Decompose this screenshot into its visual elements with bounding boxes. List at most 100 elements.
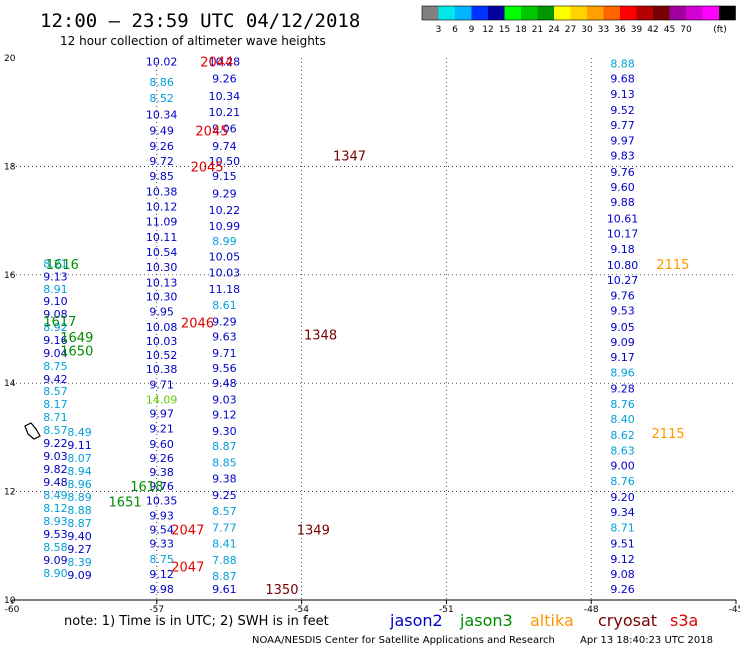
wave-height-value: 8.39 — [67, 556, 92, 569]
wave-height-value: 8.88 — [610, 57, 635, 70]
colorbar-label: 12 — [482, 25, 493, 35]
colorbar-swatch — [570, 6, 587, 20]
pass-number-label: 1350 — [265, 583, 298, 598]
wave-height-value: 9.06 — [212, 122, 237, 135]
wave-height-value: 9.85 — [149, 170, 174, 183]
wave-height-value: 10.12 — [146, 201, 178, 214]
legend-item-cryosat: cryosat — [598, 611, 657, 630]
wave-height-value: 9.16 — [43, 334, 68, 347]
wave-height-value: 9.48 — [212, 377, 237, 390]
wave-height-value: 9.11 — [67, 439, 92, 452]
wave-height-value: 14.09 — [146, 393, 178, 406]
pass-number-label: 2044 — [200, 55, 233, 70]
wave-height-value: 9.03 — [43, 450, 68, 463]
wave-height-value: 8.57 — [43, 424, 68, 437]
legend-item-altika: altika — [530, 611, 574, 630]
wave-height-value: 8.85 — [212, 456, 237, 469]
track-jason2: 10.28 9.26 10.34 10.21 9.06 9.74 10.50 9.15 9.29… — [209, 55, 241, 596]
wave-height-value: 9.72 — [149, 155, 174, 168]
wave-height-value: 8.99 — [212, 235, 237, 248]
colorbar-label: 42 — [647, 25, 658, 35]
wave-height-value: 9.49 — [149, 125, 174, 138]
wave-height-value: 9.21 — [149, 423, 174, 436]
pass-number-label: 1347 — [333, 150, 366, 165]
wave-height-value: 8.87 — [212, 570, 237, 583]
colorbar-label: 24 — [548, 25, 560, 35]
wave-height-value: 9.76 — [610, 166, 635, 179]
wave-height-value: 9.17 — [610, 351, 635, 364]
colorbar-swatch — [636, 6, 653, 20]
track-jason2: 8.88 9.68 9.13 9.52 9.77 9.97 9.83 9.76 9.60 9.88… — [607, 57, 639, 596]
wave-height-value: 9.54 — [149, 524, 174, 537]
wave-height-value: 9.82 — [43, 463, 68, 476]
wave-height-value: 9.00 — [610, 460, 635, 473]
wave-height-value: 9.12 — [610, 553, 635, 566]
wave-height-value: 9.38 — [212, 473, 237, 486]
wave-height-value: 8.96 — [610, 366, 635, 379]
wave-height-value: 10.34 — [146, 108, 178, 121]
pass-number-label: 2115 — [652, 427, 685, 442]
x-tick-label: -48 — [584, 605, 599, 615]
wave-height-value: 8.71 — [610, 521, 635, 534]
x-tick-label: -45 — [729, 605, 740, 615]
map-subtitle: 12 hour collection of altimeter wave hei… — [60, 34, 326, 48]
colorbar-swatch — [554, 6, 571, 20]
wave-height-value: 9.22 — [43, 437, 68, 450]
wave-height-value: 8.91 — [43, 283, 68, 296]
wave-height-value: 9.74 — [212, 140, 237, 153]
wave-height-value: 10.13 — [146, 276, 178, 289]
colorbar-swatch — [537, 6, 554, 20]
colorbar-label: (ft) — [713, 25, 727, 35]
wave-height-value: 8.86 — [149, 76, 174, 89]
wave-height-value: 10.38 — [146, 363, 178, 376]
wave-height-value: 8.76 — [610, 398, 635, 411]
wave-height-value: 8.17 — [43, 398, 68, 411]
track-jason2: 8.219.138.919.109.088.929.169.048.759.42… — [43, 257, 68, 579]
colorbar-swatch — [702, 6, 719, 20]
wave-height-value: 9.71 — [149, 378, 174, 391]
wave-height-value: 10.30 — [146, 261, 178, 274]
pass-number-label: 2047 — [171, 524, 204, 539]
colorbar-swatch — [455, 6, 472, 20]
colorbar-label: 30 — [581, 25, 593, 35]
satellite-legend: jason2 jason3 altika cryosat s3a — [389, 611, 698, 630]
wave-height-value: 9.05 — [610, 321, 635, 334]
wave-height-value: 9.12 — [149, 568, 174, 581]
wave-height-value: 9.95 — [149, 306, 174, 319]
altimeter-tracks: 10.028.868.5210.349.499.269.729.8510.381… — [43, 55, 638, 596]
wave-height-value: 8.49 — [67, 426, 92, 439]
wave-height-value: 10.03 — [146, 335, 178, 348]
wave-height-value: 9.60 — [149, 438, 174, 451]
wave-height-value: 9.56 — [212, 362, 237, 375]
wave-height-value: 9.09 — [43, 554, 68, 567]
wave-height-value: 10.30 — [146, 290, 178, 303]
credit-text: NOAA/NESDIS Center for Satellite Applica… — [252, 635, 555, 646]
wave-height-value: 9.61 — [212, 583, 237, 596]
wave-height-value: 8.96 — [67, 478, 92, 491]
colorbar-swatch — [719, 6, 736, 20]
x-tick-label: -60 — [5, 605, 20, 615]
legend-item-jason2: jason2 — [389, 611, 443, 630]
pass-number-label: 1616 — [46, 258, 79, 273]
colorbar-label: 18 — [515, 25, 527, 35]
colorbar-swatch — [587, 6, 604, 20]
pass-number-label: 1617 — [43, 315, 76, 330]
footer-note: note: 1) Time is in UTC; 2) SWH is in fe… — [64, 614, 329, 629]
wave-height-value: 9.26 — [610, 583, 635, 596]
wave-height-value: 8.52 — [149, 92, 174, 105]
island-outline — [24, 422, 41, 440]
wave-height-value: 9.97 — [149, 408, 174, 421]
colorbar-swatch — [422, 6, 439, 20]
wave-height-value: 8.89 — [67, 491, 92, 504]
wave-height-value: 9.13 — [610, 88, 635, 101]
wave-height-value: 9.26 — [149, 452, 174, 465]
y-tick-label: 14 — [4, 379, 16, 389]
pass-number-labels: 2044 2045 2045 2046 2047 2047 1347 1348 1349 1350… — [43, 55, 689, 598]
wave-height-value: 8.75 — [149, 553, 174, 566]
wave-height-value: 8.07 — [67, 452, 92, 465]
pass-number-label: 1348 — [304, 328, 337, 343]
wave-height-value: 9.08 — [43, 308, 68, 321]
wave-height-value: 9.48 — [43, 476, 68, 489]
wave-height-value: 10.11 — [146, 231, 178, 244]
